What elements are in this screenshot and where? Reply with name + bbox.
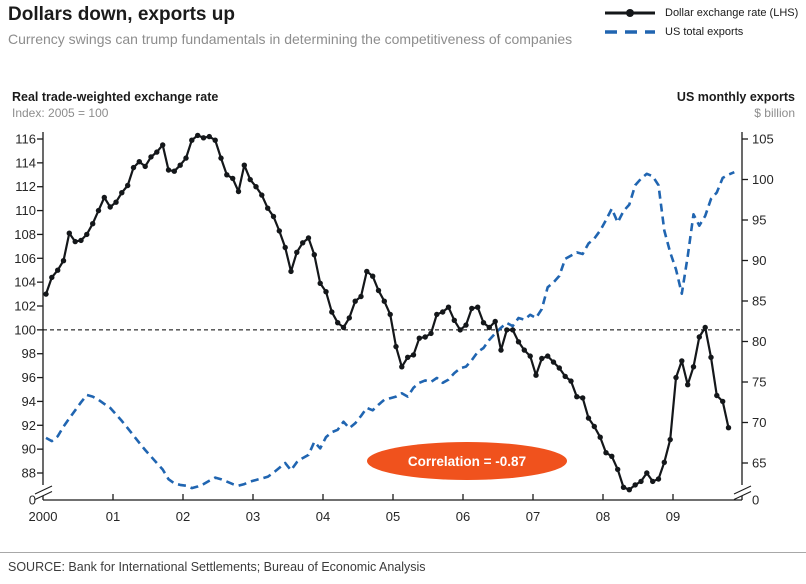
right-axis-header: US monthly exports $ billion <box>677 90 795 120</box>
svg-text:104: 104 <box>14 275 36 290</box>
left-axis-subtitle: Index: 2005 = 100 <box>12 106 109 120</box>
svg-text:90: 90 <box>752 253 766 268</box>
svg-text:96: 96 <box>22 370 36 385</box>
svg-text:98: 98 <box>22 346 36 361</box>
exports-dash-icon <box>605 30 655 34</box>
svg-text:95: 95 <box>752 213 766 228</box>
svg-text:75: 75 <box>752 375 766 390</box>
svg-text:05: 05 <box>386 509 400 524</box>
svg-text:114: 114 <box>15 155 36 170</box>
svg-text:08: 08 <box>596 509 610 524</box>
svg-text:108: 108 <box>14 227 36 242</box>
svg-text:85: 85 <box>752 294 766 309</box>
svg-text:02: 02 <box>176 509 190 524</box>
dollar-series-markers <box>43 132 732 493</box>
svg-text:0: 0 <box>29 493 36 508</box>
svg-text:09: 09 <box>666 509 680 524</box>
svg-text:102: 102 <box>14 299 36 314</box>
legend-label-dollar: Dollar exchange rate (LHS) <box>665 7 799 19</box>
dollar-series-line <box>44 134 730 491</box>
svg-text:90: 90 <box>22 442 36 457</box>
axes <box>34 132 752 501</box>
right-axis-title: US monthly exports <box>676 90 795 104</box>
left-axis-header: Real trade-weighted exchange rate Index:… <box>12 90 218 120</box>
svg-text:100: 100 <box>752 172 774 187</box>
footer-divider <box>0 552 806 553</box>
svg-text:0: 0 <box>752 493 759 508</box>
svg-text:04: 04 <box>316 509 330 524</box>
svg-text:06: 06 <box>456 509 470 524</box>
legend-item-dollar: Dollar exchange rate (LHS) <box>604 7 798 19</box>
correlation-label: Correlation = -0.87 <box>408 454 526 469</box>
svg-text:80: 80 <box>752 334 766 349</box>
page-title: Dollars down, exports up <box>8 4 235 25</box>
axis-tick-labels: 116 114 112 110 108 106 104 102 100 98 96 94 92 90 88 0… <box>14 132 773 525</box>
svg-text:07: 07 <box>526 509 540 524</box>
svg-text:112: 112 <box>15 179 36 194</box>
dollar-line-icon <box>605 9 655 17</box>
correlation-ellipse <box>367 442 567 480</box>
svg-text:116: 116 <box>15 132 36 147</box>
right-axis-subtitle: $ billion <box>754 106 795 120</box>
svg-text:88: 88 <box>22 466 36 481</box>
svg-text:2000: 2000 <box>29 509 58 524</box>
svg-text:110: 110 <box>15 203 36 218</box>
svg-text:70: 70 <box>752 415 766 430</box>
legend-item-exports: US total exports <box>604 26 798 38</box>
svg-text:100: 100 <box>14 322 36 337</box>
legend-label-exports: US total exports <box>665 26 744 38</box>
page-subtitle: Currency swings can trump fundamentals i… <box>8 31 573 47</box>
svg-text:105: 105 <box>752 132 774 147</box>
left-axis-title: Real trade-weighted exchange rate <box>12 90 219 104</box>
svg-text:01: 01 <box>106 509 120 524</box>
svg-text:65: 65 <box>752 456 766 471</box>
svg-text:106: 106 <box>14 251 36 266</box>
svg-text:92: 92 <box>22 418 36 433</box>
svg-text:94: 94 <box>22 394 36 409</box>
svg-text:03: 03 <box>246 509 260 524</box>
exports-series-line <box>45 170 735 490</box>
source-note: SOURCE: Bank for International Settlemen… <box>8 560 426 574</box>
legend: Dollar exchange rate (LHS) US total expo… <box>604 7 798 38</box>
chart-generated-layer: 116 114 112 110 108 106 104 102 100 98 96 94 92 90 88 0… <box>14 132 773 525</box>
